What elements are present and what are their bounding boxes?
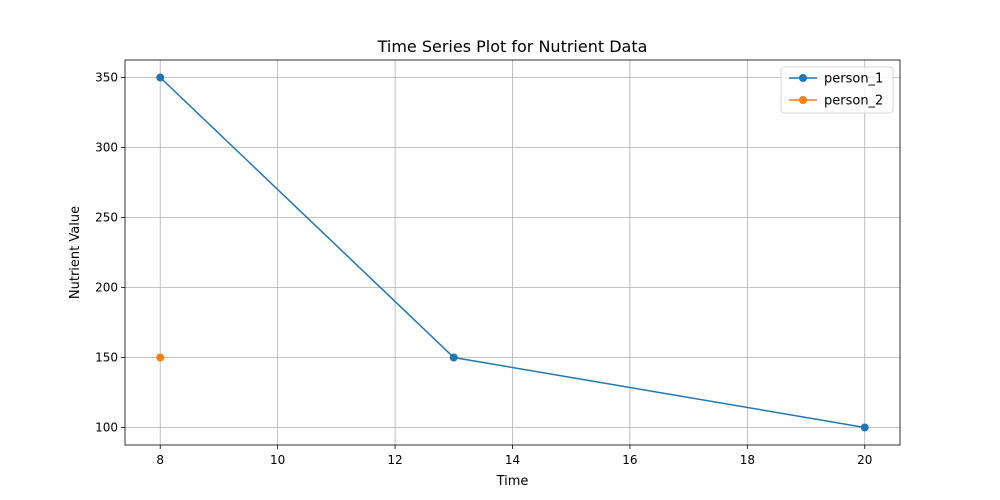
x-tick-label: 14	[505, 453, 520, 467]
legend-label: person_2	[824, 94, 883, 109]
data-point	[156, 353, 165, 362]
y-tick-label: 100	[95, 421, 118, 435]
data-point	[156, 73, 165, 82]
y-tick-label: 300	[95, 141, 118, 155]
y-tick-label: 250	[95, 211, 118, 225]
series-layer	[156, 73, 869, 432]
y-tick-label: 350	[95, 71, 118, 85]
legend-item-person_2: person_2	[789, 94, 883, 109]
x-axis-label: Time	[496, 474, 529, 489]
x-tick-label: 12	[387, 453, 402, 467]
series-person_1	[156, 73, 869, 432]
data-point	[860, 423, 869, 432]
chart-title: Time Series Plot for Nutrient Data	[377, 37, 648, 56]
x-tick-label: 20	[857, 453, 872, 467]
legend: person_1 person_2	[780, 66, 894, 114]
x-tick-label: 8	[156, 453, 164, 467]
series-person_2	[156, 353, 165, 362]
x-tick-label: 10	[270, 453, 285, 467]
x-tick-label: 16	[622, 453, 637, 467]
grid	[125, 60, 900, 445]
legend-swatch-marker	[799, 74, 807, 82]
y-tick-label: 150	[95, 351, 118, 365]
legend-label: person_1	[824, 72, 883, 87]
y-tick-label: 200	[95, 281, 118, 295]
x-axis: 8 10 12 14 16 18 20	[156, 445, 872, 467]
y-axis-label: Nutrient Value	[68, 206, 83, 299]
y-axis: 100 150 200 250 300 350	[95, 71, 125, 435]
legend-swatch-marker	[799, 96, 807, 104]
data-point	[449, 353, 458, 362]
x-tick-label: 18	[740, 453, 755, 467]
legend-item-person_1: person_1	[789, 72, 883, 87]
